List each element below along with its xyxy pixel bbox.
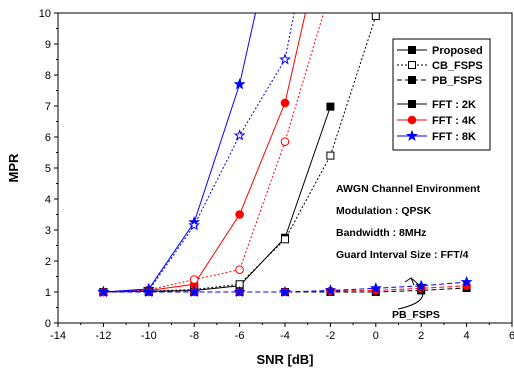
x-tick-label: -6 xyxy=(235,330,245,342)
legend-label: FFT : 4K xyxy=(432,115,476,127)
series-line xyxy=(103,13,306,293)
data-point xyxy=(235,210,244,219)
data-point xyxy=(279,285,291,298)
x-tick-label: -14 xyxy=(50,330,66,342)
legend-item: FFT : 2K xyxy=(397,99,476,111)
series-group xyxy=(97,13,256,298)
legend-label: Proposed xyxy=(432,45,483,57)
legend-item: Proposed xyxy=(397,45,483,57)
series-line xyxy=(103,13,325,293)
data-point xyxy=(142,285,155,298)
series-group xyxy=(99,102,335,296)
data-point xyxy=(281,235,289,244)
series-layer xyxy=(97,13,473,298)
data-point xyxy=(324,284,337,296)
x-tick-label: -12 xyxy=(95,330,111,342)
legend-marker xyxy=(408,76,416,84)
legend-item: FFT : 4K xyxy=(397,115,476,127)
y-tick-label: 6 xyxy=(45,132,51,144)
x-tick-label: -8 xyxy=(189,330,199,342)
y-tick-label: 8 xyxy=(45,70,51,82)
annotation-line: Guard Interval Size : FFT/4 xyxy=(336,249,469,261)
ticks-layer: -14 -12 -10 -8 -6 -4 -2 0 2 4 6 0 1 2 3 4 5 6 7 8 9 10 xyxy=(39,8,514,342)
data-point xyxy=(326,151,335,160)
y-tick-label: 2 xyxy=(45,256,51,268)
x-tick-label: -2 xyxy=(326,330,336,342)
data-point xyxy=(280,137,290,146)
series-group xyxy=(97,275,473,298)
curved-arrow xyxy=(397,277,424,310)
x-tick-label: -10 xyxy=(141,330,157,342)
series-line xyxy=(103,281,467,293)
legend-marker xyxy=(408,61,416,69)
data-point xyxy=(97,285,110,298)
series-line xyxy=(103,15,377,293)
data-point xyxy=(369,282,382,294)
annotation-block: AWGN Channel Environment Modulation : QP… xyxy=(336,183,481,261)
series-line xyxy=(103,13,256,293)
legend-label: CB_FSPS xyxy=(432,60,483,72)
arrow-label: PB_FSPS xyxy=(392,309,440,321)
data-point xyxy=(280,98,290,108)
data-point xyxy=(279,53,291,65)
y-tick-label: 10 xyxy=(39,8,51,20)
arrowhead xyxy=(404,277,415,286)
legend: Proposed CB_FSPS PB_FSPS FFT : 2K FFT : 4K F… xyxy=(392,38,491,151)
legend-marker xyxy=(408,100,416,108)
legend-label: PB_FSPS xyxy=(432,75,482,87)
y-tick-label: 5 xyxy=(45,163,51,175)
x-axis-label: SNR [dB] xyxy=(256,352,313,367)
data-point xyxy=(188,219,201,231)
x-tick-label: 2 xyxy=(418,330,424,342)
series-group xyxy=(97,13,295,298)
series-line xyxy=(103,106,331,293)
y-tick-label: 4 xyxy=(45,194,51,206)
data-point xyxy=(371,13,380,21)
y-tick-label: 3 xyxy=(45,225,51,237)
x-tick-label: 6 xyxy=(509,330,514,342)
data-point xyxy=(233,78,246,90)
y-tick-label: 7 xyxy=(45,101,51,113)
legend-box xyxy=(392,38,491,151)
y-tick-label: 1 xyxy=(45,287,51,299)
legend-item: PB_FSPS xyxy=(397,75,482,87)
series-line xyxy=(103,13,295,293)
data-point xyxy=(326,102,335,111)
annotation-line: Modulation : QPSK xyxy=(336,205,431,217)
data-point xyxy=(188,285,201,298)
x-tick-label: -4 xyxy=(280,330,290,342)
legend-label: FFT : 8K xyxy=(432,131,476,143)
y-axis-label: MPR xyxy=(6,153,21,183)
data-point xyxy=(460,275,473,288)
legend-label: FFT : 2K xyxy=(432,99,476,111)
data-point xyxy=(233,129,246,141)
x-tick-label: 4 xyxy=(464,330,470,342)
series-group xyxy=(99,13,325,297)
annotation-line: Bandwidth : 8MHz xyxy=(336,227,426,239)
pb-fsps-arrow-annotation: PB_FSPS xyxy=(392,277,440,321)
legend-marker xyxy=(408,46,416,54)
x-tick-label: 0 xyxy=(373,330,379,342)
data-point xyxy=(235,265,244,274)
annotation-line: AWGN Channel Environment xyxy=(336,183,481,195)
data-point xyxy=(233,285,246,298)
data-point xyxy=(189,275,199,284)
y-tick-label: 9 xyxy=(45,39,51,51)
legend-item: CB_FSPS xyxy=(397,60,483,72)
series-group xyxy=(99,13,306,297)
legend-marker xyxy=(407,115,417,125)
legend-marker xyxy=(406,129,418,142)
legend-item: FFT : 8K xyxy=(397,129,476,143)
y-tick-label: 0 xyxy=(45,318,51,330)
